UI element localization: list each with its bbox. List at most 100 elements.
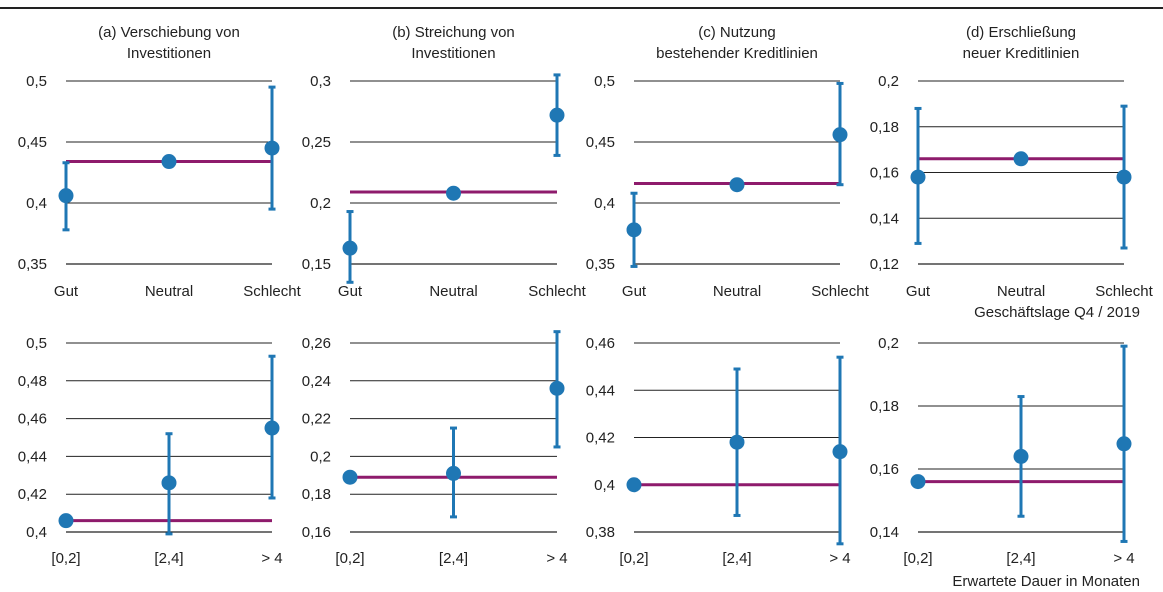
y-tick-label: 0,2 — [310, 195, 331, 212]
panel-title-line: (a) Verschiebung von — [98, 24, 240, 41]
y-tick-label: 0,4 — [26, 524, 47, 541]
data-point — [549, 107, 565, 123]
y-tick-label: 0,5 — [594, 73, 615, 90]
y-tick-label: 0,16 — [870, 165, 899, 182]
y-tick-label: 0,42 — [18, 486, 47, 503]
x-category-label: Neutral — [429, 283, 477, 300]
y-tick-label: 0,24 — [302, 373, 331, 390]
data-point — [832, 127, 848, 143]
y-tick-label: 0,14 — [870, 210, 899, 227]
data-point — [58, 513, 74, 529]
data-point — [1116, 436, 1132, 452]
x-category-label: [0,2] — [51, 550, 80, 567]
x-category-label: [0,2] — [903, 550, 932, 567]
data-point — [910, 169, 926, 185]
y-tick-label: 0,4 — [594, 477, 615, 494]
y-tick-label: 0,3 — [310, 73, 331, 90]
data-point — [161, 475, 177, 491]
y-tick-label: 0,12 — [870, 256, 899, 273]
x-category-label: Gut — [54, 283, 79, 300]
data-point — [910, 474, 926, 490]
y-tick-label: 0,18 — [302, 486, 331, 503]
y-tick-label: 0,25 — [302, 134, 331, 151]
data-point — [58, 188, 74, 204]
x-category-label: [2,4] — [1006, 550, 1035, 567]
x-category-label: Schlecht — [243, 283, 301, 300]
y-tick-label: 0,5 — [26, 73, 47, 90]
data-point — [1013, 151, 1029, 167]
x-category-label: > 4 — [829, 550, 850, 567]
y-tick-label: 0,5 — [26, 335, 47, 352]
data-point — [1116, 169, 1132, 185]
data-point — [549, 380, 565, 396]
chart-panel-5: 0,4 0,42 0,44 0,46 0,48 0,5 [0,2] [2,4] > 4 — [18, 335, 283, 567]
x-category-label: Schlecht — [1095, 283, 1153, 300]
y-tick-label: 0,4 — [26, 195, 47, 212]
x-category-label: Schlecht — [811, 283, 869, 300]
y-tick-label: 0,45 — [18, 134, 47, 151]
y-tick-label: 0,46 — [18, 411, 47, 428]
x-category-label: Gut — [338, 283, 363, 300]
x-category-label: Neutral — [145, 283, 193, 300]
chart-panel-4: (d) Erschließung neuer Kreditlinien 0,12 0,… — [870, 24, 1154, 300]
panel-title-line: neuer Kreditlinien — [963, 45, 1080, 62]
y-tick-label: 0,42 — [586, 430, 615, 447]
y-tick-label: 0,35 — [586, 256, 615, 273]
data-point — [342, 240, 358, 256]
x-category-label: Neutral — [997, 283, 1045, 300]
y-tick-label: 0,45 — [586, 134, 615, 151]
bottom-row-xlabel: Erwartete Dauer in Monaten — [952, 573, 1140, 590]
top-row-xlabel: Geschäftslage Q4 / 2019 — [974, 304, 1140, 321]
y-tick-label: 0,16 — [870, 461, 899, 478]
x-category-label: Gut — [622, 283, 647, 300]
data-point — [729, 434, 745, 450]
data-point — [342, 469, 358, 485]
chart-panel-1: (a) Verschiebung von Investitionen 0,35 0,4… — [18, 24, 302, 300]
panel-title-line: Investitionen — [411, 45, 495, 62]
y-tick-label: 0,48 — [18, 373, 47, 390]
panel-title-line: (c) Nutzung — [698, 24, 776, 41]
data-point — [446, 465, 461, 481]
panel-title-line: bestehender Kreditlinien — [656, 45, 818, 62]
x-category-label: Schlecht — [528, 283, 586, 300]
y-tick-label: 0,44 — [586, 382, 615, 399]
y-tick-label: 0,38 — [586, 524, 615, 541]
x-category-label: [0,2] — [335, 550, 364, 567]
data-point — [832, 444, 848, 460]
x-category-label: > 4 — [1113, 550, 1134, 567]
x-category-label: Neutral — [713, 283, 761, 300]
panel-title-line: (d) Erschließung — [966, 24, 1076, 41]
data-point — [626, 222, 642, 238]
x-category-label: > 4 — [261, 550, 282, 567]
chart-panel-8: 0,14 0,16 0,18 0,2 [0,2] [2,4] > 4 — [870, 335, 1135, 567]
y-tick-label: 0,22 — [302, 411, 331, 428]
data-point — [1013, 448, 1029, 464]
x-category-label: [2,4] — [154, 550, 183, 567]
x-category-label: [0,2] — [619, 550, 648, 567]
y-tick-label: 0,18 — [870, 398, 899, 415]
y-tick-label: 0,46 — [586, 335, 615, 352]
data-point — [626, 477, 642, 493]
y-tick-label: 0,18 — [870, 119, 899, 136]
panel-title-line: Investitionen — [127, 45, 211, 62]
chart-panels: (a) Verschiebung von Investitionen 0,35 0,4… — [18, 24, 1154, 567]
data-point — [729, 177, 745, 193]
x-category-label: [2,4] — [439, 550, 468, 567]
y-tick-label: 0,16 — [302, 524, 331, 541]
y-tick-label: 0,44 — [18, 448, 47, 465]
y-tick-label: 0,2 — [878, 335, 899, 352]
y-tick-label: 0,26 — [302, 335, 331, 352]
panel-title-line: (b) Streichung von — [392, 24, 515, 41]
data-point — [446, 185, 461, 201]
x-category-label: Gut — [906, 283, 931, 300]
x-category-label: [2,4] — [722, 550, 751, 567]
y-tick-label: 0,2 — [878, 73, 899, 90]
chart-panel-6: 0,16 0,18 0,2 0,22 0,24 0,26 [0,2] [2,4] > 4 — [302, 330, 568, 567]
x-category-label: > 4 — [546, 550, 567, 567]
chart-panel-7: 0,38 0,4 0,42 0,44 0,46 [0,2] [2,4] > 4 — [586, 335, 851, 567]
chart-panel-3: (c) Nutzung bestehender Kreditlinien 0,35 0… — [586, 24, 870, 300]
y-tick-label: 0,4 — [594, 195, 615, 212]
y-tick-label: 0,35 — [18, 256, 47, 273]
y-tick-label: 0,14 — [870, 524, 899, 541]
